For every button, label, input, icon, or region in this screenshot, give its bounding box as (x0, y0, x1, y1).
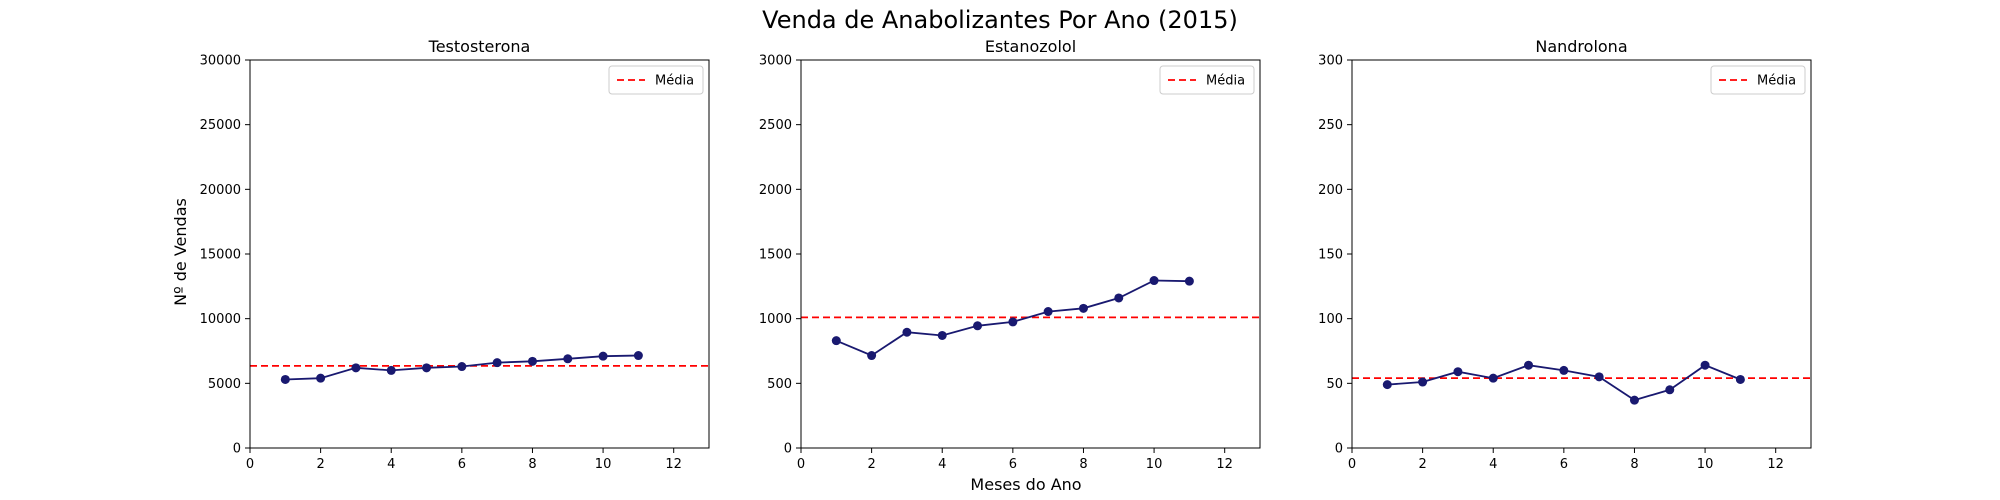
chart-1-point-7 (1043, 307, 1053, 317)
chart-0-point-6 (457, 362, 467, 372)
chart-0-point-5 (422, 363, 432, 373)
chart-2-ytick-label-150: 150 (1318, 248, 1343, 263)
chart-2-frame (1351, 59, 1812, 449)
chart-0-xtick-label-2: 2 (316, 457, 324, 472)
chart-2-point-5 (1524, 360, 1534, 370)
chart-1-xtick-label-10: 10 (1146, 457, 1163, 472)
chart-0-point-1 (280, 374, 290, 384)
chart-2-xtick-label-2: 2 (1418, 457, 1426, 472)
chart-0-point-4 (386, 365, 396, 375)
chart-1-xtick-label-8: 8 (1079, 457, 1087, 472)
chart-1-xtick-label-2: 2 (867, 457, 875, 472)
chart-0-xtick-label-8: 8 (528, 457, 536, 472)
chart-1-point-9 (1114, 293, 1124, 303)
chart-1-frame (800, 59, 1261, 449)
subplot-testosterona: Testosterona 0 2 4 6 8 10 12 0 5000 10000 15000 2000… (200, 37, 710, 472)
chart-1-ytick-label-3000: 3000 (759, 54, 792, 69)
chart-1-ytick-label-500: 500 (767, 377, 792, 392)
chart-0-ytick-label-30000: 30000 (200, 54, 241, 69)
chart-2-point-11 (1735, 374, 1745, 384)
chart-1-legend: Média (1159, 65, 1255, 95)
chart-2-point-10 (1700, 360, 1710, 370)
chart-1-point-1 (831, 336, 841, 346)
chart-0-point-11 (633, 351, 643, 361)
chart-1-xtick-label-6: 6 (1009, 457, 1017, 472)
chart-0-xtick-label-0: 0 (246, 457, 254, 472)
chart-1-legend-box (1159, 65, 1255, 95)
chart-2-legend-box (1710, 65, 1806, 95)
chart-0-frame (249, 59, 710, 449)
chart-0-xtick-label-12: 12 (665, 457, 682, 472)
chart-2-point-8 (1629, 395, 1639, 405)
chart-1-title: Estanozolol (985, 37, 1076, 56)
chart-1-point-6 (1008, 317, 1018, 327)
chart-2-ytick-label-50: 50 (1326, 377, 1343, 392)
chart-1-legend-label: Média (1206, 74, 1245, 89)
chart-2-xtick-label-4: 4 (1489, 457, 1497, 472)
chart-1-xtick-label-4: 4 (938, 457, 946, 472)
chart-0-ytick-label-0: 0 (233, 442, 241, 457)
subplot-nandrolona: Nandrolona 0 2 4 6 8 10 12 0 50 100 150 200 250 300 Méd… (1318, 37, 1812, 472)
chart-0-point-9 (563, 354, 573, 364)
chart-2-ytick-label-300: 300 (1318, 54, 1343, 69)
chart-1-xtick-label-0: 0 (797, 457, 805, 472)
chart-0-point-3 (351, 363, 361, 373)
chart-2-point-3 (1453, 367, 1463, 377)
chart-1-point-2 (867, 351, 877, 361)
chart-0-legend-label: Média (655, 74, 694, 89)
chart-0-point-10 (598, 351, 608, 361)
chart-2-point-4 (1488, 373, 1498, 383)
chart-2-xtick-label-12: 12 (1767, 457, 1784, 472)
chart-2-legend-label: Média (1757, 74, 1796, 89)
chart-2-legend: Média (1710, 65, 1806, 95)
chart-0-ytick-label-25000: 25000 (200, 118, 241, 133)
chart-1-ytick-label-2000: 2000 (759, 183, 792, 198)
chart-0-ytick-label-5000: 5000 (208, 377, 241, 392)
chart-0-legend: Média (608, 65, 704, 95)
chart-1-ytick-label-0: 0 (784, 442, 792, 457)
chart-0-xtick-label-6: 6 (458, 457, 466, 472)
chart-2-point-6 (1559, 365, 1569, 375)
chart-0-title: Testosterona (428, 37, 531, 56)
chart-2-xtick-label-6: 6 (1560, 457, 1568, 472)
chart-1-point-10 (1149, 276, 1159, 286)
chart-2-xtick-label-10: 10 (1697, 457, 1714, 472)
chart-0-point-8 (527, 356, 537, 366)
chart-1-point-5 (973, 321, 983, 331)
chart-0-xtick-label-4: 4 (387, 457, 395, 472)
chart-2-title: Nandrolona (1535, 37, 1627, 56)
chart-0-ytick-label-10000: 10000 (200, 312, 241, 327)
chart-1-ytick-label-1500: 1500 (759, 248, 792, 263)
y-axis-label: Nº de Vendas (171, 198, 190, 306)
subplot-estanozolol: Estanozolol 0 2 4 6 8 10 12 0 500 1000 1500 2000 2500… (759, 37, 1261, 472)
chart-2-ytick-label-0: 0 (1335, 442, 1343, 457)
figure-title: Venda de Anabolizantes Por Ano (2015) (762, 6, 1238, 34)
chart-2-point-1 (1382, 380, 1392, 390)
chart-1-xtick-label-12: 12 (1216, 457, 1233, 472)
chart-2-point-2 (1418, 377, 1428, 387)
chart-1-ytick-label-2500: 2500 (759, 118, 792, 133)
chart-0-point-2 (316, 373, 326, 383)
chart-2-point-7 (1594, 372, 1604, 382)
chart-2-xtick-label-0: 0 (1348, 457, 1356, 472)
chart-2-ytick-label-200: 200 (1318, 183, 1343, 198)
chart-1-point-3 (902, 327, 912, 337)
chart-2-point-9 (1665, 385, 1675, 395)
chart-0-xtick-label-10: 10 (595, 457, 612, 472)
chart-2-ytick-label-250: 250 (1318, 118, 1343, 133)
chart-0-legend-box (608, 65, 704, 95)
chart-2-ytick-label-100: 100 (1318, 312, 1343, 327)
chart-2-xtick-label-8: 8 (1630, 457, 1638, 472)
chart-1-point-11 (1184, 276, 1194, 286)
chart-1-point-8 (1078, 303, 1088, 313)
chart-0-ytick-label-20000: 20000 (200, 183, 241, 198)
chart-0-point-7 (492, 358, 502, 368)
chart-1-point-4 (937, 330, 947, 340)
chart-1-ytick-label-1000: 1000 (759, 312, 792, 327)
x-axis-label: Meses do Ano (970, 475, 1081, 494)
chart-0-ytick-label-15000: 15000 (200, 248, 241, 263)
